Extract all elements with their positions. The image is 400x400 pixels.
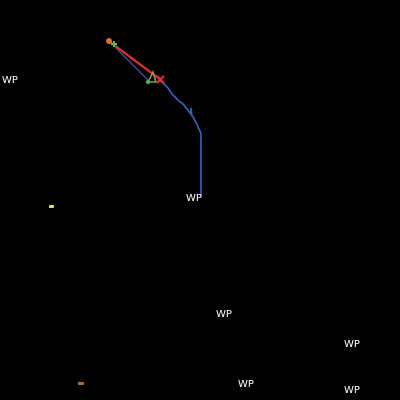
waypoint-label-1[interactable]: WP xyxy=(2,75,18,86)
thin-connector-line xyxy=(111,43,151,83)
marker-brown[interactable] xyxy=(78,382,84,385)
blue-track-path xyxy=(157,79,202,196)
waypoint-label-6[interactable]: WP xyxy=(344,385,360,396)
waypoint-label-4[interactable]: WP xyxy=(344,339,360,350)
marker-olive-triangle[interactable] xyxy=(146,69,158,83)
marker-yellow[interactable] xyxy=(49,205,54,208)
waypoint-label-2[interactable]: WP xyxy=(186,193,202,204)
marker-orange-start[interactable] xyxy=(106,38,112,44)
marker-green-dot[interactable] xyxy=(146,80,150,84)
waypoint-label-3[interactable]: WP xyxy=(216,309,232,320)
waypoint-label-5[interactable]: WP xyxy=(238,379,254,390)
marker-green-cross[interactable] xyxy=(111,41,117,47)
marker-red-x-end[interactable] xyxy=(156,75,165,84)
